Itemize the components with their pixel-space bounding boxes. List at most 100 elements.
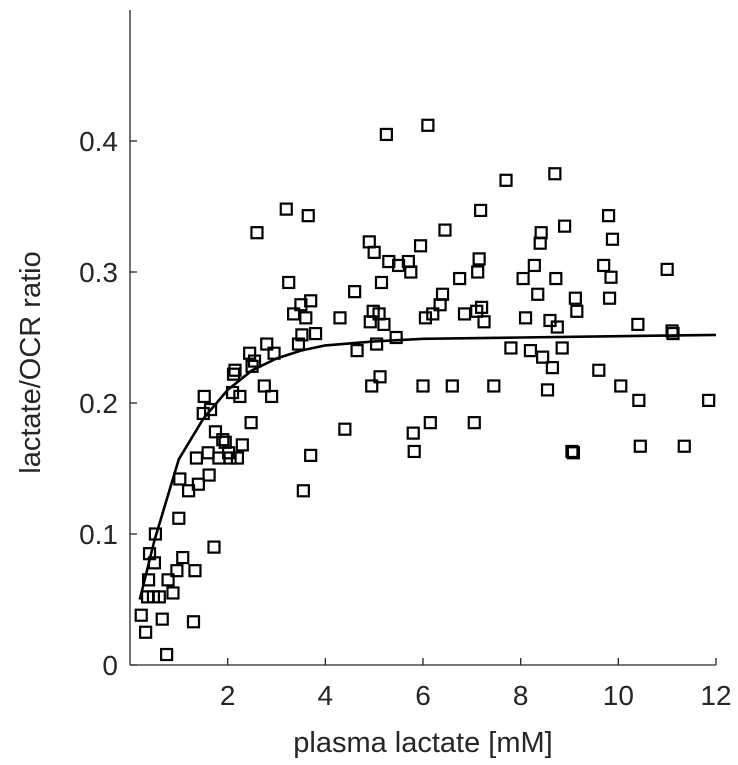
y-tick-label: 0.2 — [79, 388, 118, 419]
scatter-point — [134, 608, 148, 622]
scatter-point — [702, 393, 716, 407]
scatter-point — [558, 219, 572, 233]
scatter-point — [304, 448, 318, 462]
scatter-point — [365, 379, 379, 393]
y-tick-label: 0.3 — [79, 257, 118, 288]
x-tick-label: 2 — [220, 680, 236, 711]
scatter-point — [374, 275, 389, 290]
scatter-point — [244, 416, 258, 430]
scatter-point — [602, 291, 617, 305]
scatter-point — [367, 245, 381, 259]
scatter-point — [228, 363, 242, 377]
scatter-point — [453, 271, 467, 286]
scatter-point — [233, 389, 247, 404]
scatter-point — [597, 258, 611, 273]
fit-line — [138, 333, 717, 600]
scatter-point — [176, 550, 190, 565]
scatter-point — [418, 311, 433, 325]
scatter-point — [548, 167, 562, 181]
scatter-point — [139, 625, 153, 639]
scatter-point — [545, 361, 560, 375]
scatter-point — [257, 379, 271, 393]
scatter-point — [474, 203, 488, 218]
scatter-point — [457, 307, 472, 321]
scatter-point — [475, 300, 489, 314]
scatter-point — [536, 350, 550, 364]
scatter-point — [362, 235, 376, 249]
scatter-point — [141, 573, 156, 587]
scatter-point — [152, 590, 166, 604]
scatter-point — [504, 341, 518, 355]
scatter-point — [445, 379, 459, 393]
scatter-point — [540, 383, 555, 397]
scatter-point — [350, 344, 364, 358]
scatter-point — [348, 285, 362, 299]
scatter-point — [527, 258, 541, 273]
y-tick-label: 0.1 — [79, 519, 118, 550]
scatter-point — [534, 226, 548, 240]
scatter-point — [570, 304, 584, 318]
scatter-point — [421, 118, 435, 132]
scatter-point — [413, 239, 428, 253]
scatter-point — [304, 294, 318, 308]
scatter-point — [155, 612, 169, 626]
scatter-point — [188, 564, 202, 578]
axes: 2 4 6 8 10 12 0 0.1 0.2 0.3 0.4 — [79, 10, 732, 711]
scatter-point — [230, 451, 245, 465]
scatter-point — [631, 317, 645, 331]
scatter-point — [472, 252, 486, 266]
scatter-point — [299, 311, 313, 325]
scatter-point — [666, 326, 680, 341]
scatter-point — [170, 564, 184, 578]
scatter-point — [660, 262, 674, 276]
y-tick-label: 0 — [102, 650, 118, 681]
scatter-point — [605, 232, 620, 246]
scatter-point — [301, 209, 315, 223]
axis-labels: plasma lactate [mM] lactate/OCR ratio — [15, 251, 553, 759]
scatter-point — [279, 202, 293, 216]
scatter-point — [404, 265, 418, 279]
scatter-point — [282, 275, 296, 290]
scatter-point — [601, 209, 616, 223]
scatter-point — [565, 444, 579, 459]
scatter-point — [216, 433, 230, 447]
scatter-point — [592, 363, 606, 377]
x-tick-label: 6 — [415, 680, 431, 711]
scatter-point — [471, 265, 485, 279]
scatter-point — [247, 354, 262, 368]
scatter-point — [477, 315, 491, 329]
scatter-point — [516, 271, 530, 286]
scatter-point — [161, 573, 175, 587]
scatter-point — [295, 328, 309, 342]
x-axis-label: plasma lactate [mM] — [293, 727, 552, 759]
scatter-point — [373, 370, 387, 384]
scatter-point — [172, 511, 186, 525]
scatter-point — [438, 223, 452, 237]
scatter-point — [191, 477, 205, 491]
scatter-point — [549, 271, 563, 286]
scatter-point — [250, 226, 264, 240]
scatter-point — [416, 379, 430, 393]
scatter-point — [533, 236, 547, 250]
x-tick-label: 12 — [700, 680, 731, 711]
scatter-point — [426, 307, 440, 321]
scatter-point — [197, 389, 211, 404]
scatter-point — [604, 270, 618, 284]
scatter-point — [203, 402, 218, 417]
x-tick-label: 10 — [603, 680, 634, 711]
scatter-point — [202, 468, 216, 482]
scatter-point — [407, 444, 421, 459]
scatter-point — [677, 439, 691, 453]
scatter-point — [186, 615, 201, 629]
scatter-point — [406, 426, 420, 440]
scatter-point — [389, 330, 403, 345]
x-tick-label: 4 — [318, 680, 334, 711]
scatter-point — [333, 311, 347, 325]
scatter-point — [487, 379, 501, 393]
scatter-point — [391, 258, 406, 273]
scatter-point — [568, 291, 582, 305]
scatter-point — [518, 311, 533, 325]
scatter-point — [308, 326, 323, 341]
scatter-point — [166, 586, 180, 600]
